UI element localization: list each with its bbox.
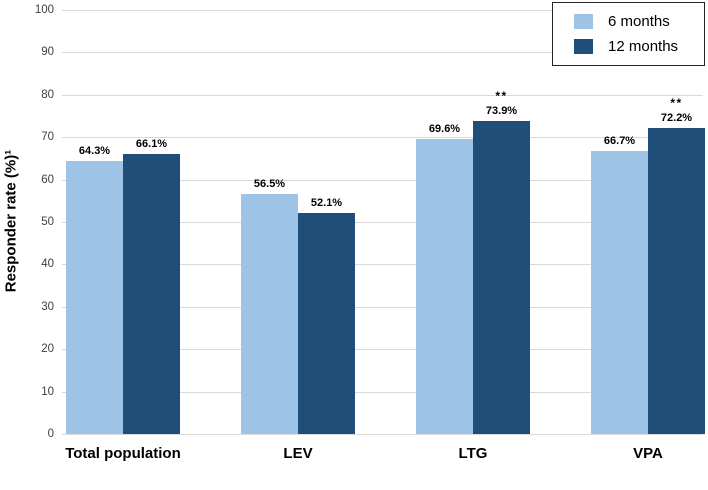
significance-annotation: ** bbox=[495, 88, 508, 103]
gridline bbox=[62, 306, 703, 308]
y-tick-label: 60 bbox=[41, 173, 54, 186]
bar-value-label: 66.7% bbox=[603, 135, 636, 148]
bar-12-months-Total-population bbox=[123, 153, 180, 434]
gridline bbox=[62, 434, 703, 435]
legend-item-12-months: 12 months bbox=[553, 34, 704, 59]
bar-value-label: 66.1% bbox=[135, 137, 168, 150]
gridline bbox=[62, 391, 703, 393]
gridline bbox=[62, 222, 703, 223]
x-category-label-LTG: LTG bbox=[458, 445, 488, 462]
y-tick-label: 30 bbox=[41, 300, 54, 313]
legend-label-6-months: 6 months bbox=[608, 13, 670, 30]
x-category-label-VPA: VPA bbox=[633, 445, 663, 462]
gridline bbox=[62, 52, 703, 54]
x-axis-category-labels: Total population LEV LTG VPA bbox=[62, 443, 703, 489]
bar-value-label: 73.9% bbox=[485, 104, 518, 117]
bar-12-months-LEV bbox=[298, 213, 355, 434]
plot-area: 64.3% 56.5% 69.6% 66.7% 66.1% 52.1% 73.9% ** 72.… bbox=[62, 10, 705, 435]
legend-item-6-months: 6 months bbox=[553, 9, 704, 34]
y-tick-label: 0 bbox=[47, 428, 54, 440]
y-tick-label: 90 bbox=[41, 46, 54, 59]
bar-6-months-LEV bbox=[241, 194, 298, 434]
x-category-label-Total-population: Total population bbox=[65, 445, 181, 462]
bar-12-months-LTG bbox=[473, 120, 530, 434]
y-axis-tick-labels: 0 10 20 30 40 50 60 70 80 90 100 bbox=[0, 4, 56, 440]
y-tick-label: 10 bbox=[41, 385, 54, 398]
y-tick-label: 40 bbox=[41, 258, 54, 271]
legend-label-12-months: 12 months bbox=[608, 38, 679, 55]
bar-6-months-Total-population bbox=[66, 161, 123, 434]
gridline bbox=[62, 94, 703, 96]
x-category-label-LEV: LEV bbox=[283, 445, 313, 462]
legend-swatch-6-months bbox=[574, 14, 593, 29]
y-tick-label: 50 bbox=[41, 216, 54, 228]
bar-value-label: 52.1% bbox=[310, 197, 343, 210]
bar-value-label: 72.2% bbox=[660, 111, 693, 124]
bar-12-months-VPA bbox=[648, 127, 705, 434]
gridline bbox=[62, 179, 703, 181]
bar-value-label: 56.5% bbox=[253, 178, 286, 191]
bar-6-months-LTG bbox=[416, 138, 473, 434]
y-tick-label: 20 bbox=[41, 343, 54, 356]
bar-value-label: 69.6% bbox=[428, 122, 461, 135]
y-tick-label: 70 bbox=[41, 131, 54, 144]
bar-value-label: 64.3% bbox=[78, 145, 111, 158]
bar-6-months-VPA bbox=[591, 151, 648, 434]
y-tick-label: 80 bbox=[41, 88, 54, 101]
y-tick-label: 100 bbox=[34, 4, 54, 16]
gridline bbox=[62, 349, 703, 351]
legend-swatch-12-months bbox=[574, 39, 593, 54]
gridline bbox=[62, 10, 703, 11]
significance-annotation: ** bbox=[670, 95, 683, 110]
legend: 6 months 12 months bbox=[552, 2, 705, 66]
gridline bbox=[62, 137, 703, 139]
gridline bbox=[62, 264, 703, 266]
